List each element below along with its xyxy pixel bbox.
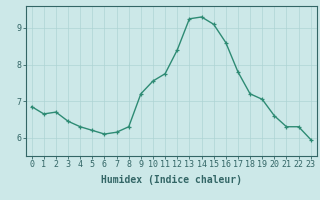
- X-axis label: Humidex (Indice chaleur): Humidex (Indice chaleur): [101, 175, 242, 185]
